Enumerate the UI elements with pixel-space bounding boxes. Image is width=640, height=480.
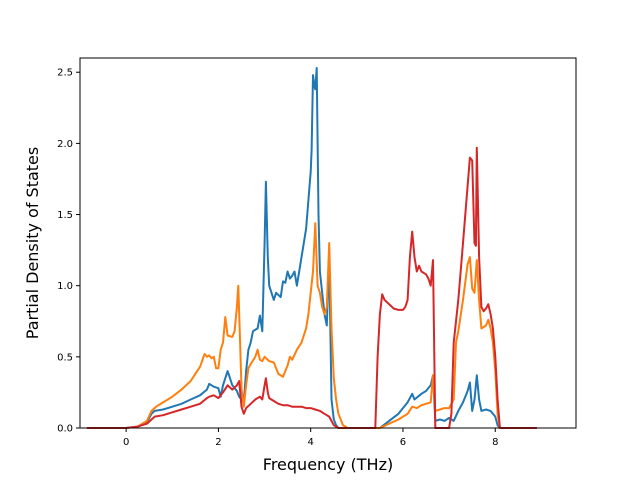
axes-frame — [79, 57, 577, 429]
x-tick-label: 2 — [215, 437, 221, 448]
plot-area — [80, 58, 576, 428]
y-tick-label: 2.5 — [57, 68, 73, 79]
y-axis-label: Partial Density of States — [23, 147, 42, 339]
series-line-2 — [86, 222, 537, 429]
y-axis-ticks: 0.0 0.5 1.0 1.5 2.0 2.5 — [57, 68, 80, 435]
x-tick-label: 4 — [308, 437, 314, 448]
y-tick-label: 1.5 — [57, 210, 73, 221]
y-tick-label: 2.0 — [57, 139, 73, 150]
series-line-3 — [86, 146, 537, 429]
x-axis-label: Frequency (THz) — [263, 455, 393, 474]
series-layer — [86, 67, 537, 429]
y-tick-label: 0.5 — [57, 352, 73, 363]
x-tick-label: 0 — [123, 437, 129, 448]
y-tick-label: 1.0 — [57, 281, 73, 292]
x-tick-label: 6 — [400, 437, 406, 448]
y-tick-label: 0.0 — [57, 424, 73, 435]
x-tick-label: 8 — [492, 437, 498, 448]
x-axis-ticks: 0 2 4 6 8 — [123, 428, 498, 448]
